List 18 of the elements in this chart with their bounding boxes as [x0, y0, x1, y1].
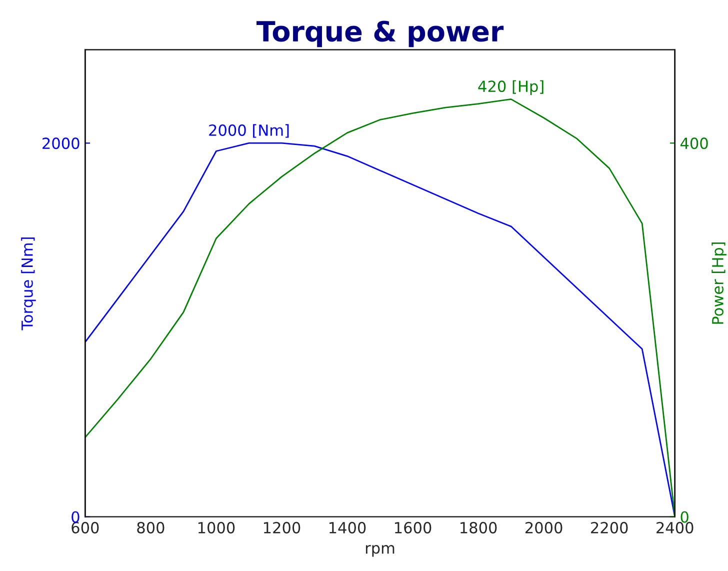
chart-title: Torque & power	[256, 20, 504, 48]
x-tick-label: 1200	[264, 522, 300, 534]
y2-tick-label: 0	[680, 511, 688, 523]
x-tick-label: 2400	[656, 522, 694, 534]
y2-axis-title: Power [Hp]	[712, 242, 726, 324]
annotation: 420 [Hp]	[478, 80, 544, 96]
y-axis-title: Torque [Nm]	[21, 238, 36, 330]
x-tick-label: 2200	[591, 522, 628, 534]
x-axis-title: rpm	[366, 545, 394, 557]
x-tick-label: 1600	[395, 522, 432, 534]
y2-tick-label: 400	[680, 138, 708, 150]
x-tick-label: 2000	[525, 522, 562, 534]
x-tick-label: 1400	[329, 522, 366, 534]
annotation: 2000 [Nm]	[209, 124, 289, 138]
x-tick-label: 600	[72, 522, 99, 534]
x-tick-label: 1800	[460, 522, 497, 534]
x-tick-label: 1000	[198, 522, 235, 534]
x-tick-label: 800	[137, 522, 164, 534]
